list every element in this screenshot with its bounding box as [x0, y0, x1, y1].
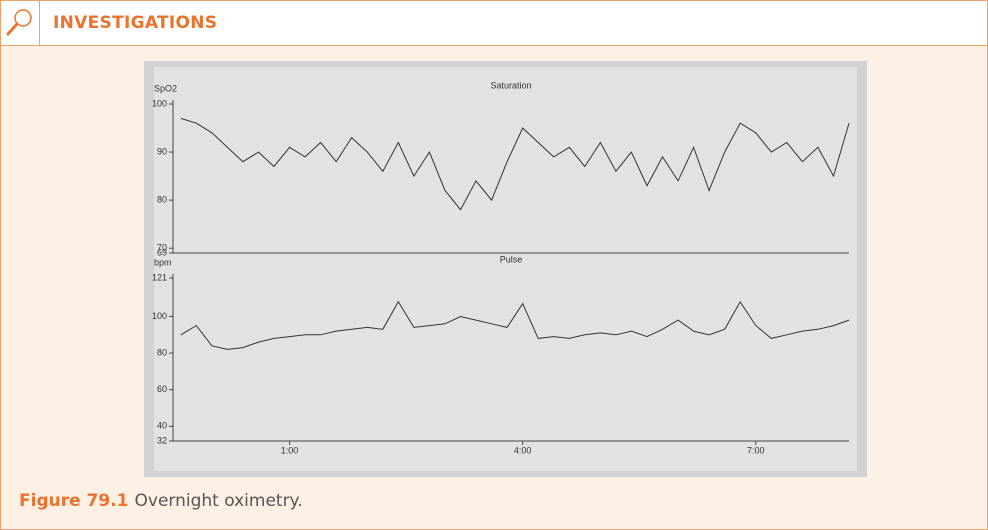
y-tick-label: 80 — [157, 347, 167, 357]
axis-label: SpO2 — [154, 83, 177, 93]
icon — [6, 9, 32, 36]
y-tick-label: 90 — [157, 146, 167, 156]
figure-caption: Figure 79.1 Overnight oximetry. — [19, 491, 303, 511]
x-tick-label: 1:00 — [281, 445, 299, 455]
trace — [180, 117, 850, 211]
y-tick-label: 80 — [157, 195, 167, 205]
panel-title: Saturation — [490, 80, 531, 90]
box-title: INVESTIGATIONS — [53, 13, 218, 33]
magnifier-icon — [1, 1, 40, 45]
box-header: INVESTIGATIONS — [1, 1, 987, 46]
y-tick-label: 100 — [152, 98, 167, 108]
y-tick-label: 40 — [157, 421, 167, 431]
y-tick-label: 69 — [157, 247, 167, 257]
y-tick-label: 60 — [157, 384, 167, 394]
caption-text: Overnight oximetry. — [134, 491, 303, 511]
axis-label: bpm — [154, 257, 172, 267]
x-tick-label: 4:00 — [514, 445, 532, 455]
caption-label: Figure 79.1 — [19, 491, 129, 511]
panel-title: Pulse — [500, 254, 523, 264]
y-tick-label: 121 — [152, 272, 167, 282]
x-tick-label: 7:00 — [747, 445, 765, 455]
y-tick-label: 100 — [152, 311, 167, 321]
trace — [180, 300, 850, 350]
y-tick-label: 32 — [157, 435, 167, 445]
y-tick-label: 70 — [157, 243, 167, 253]
